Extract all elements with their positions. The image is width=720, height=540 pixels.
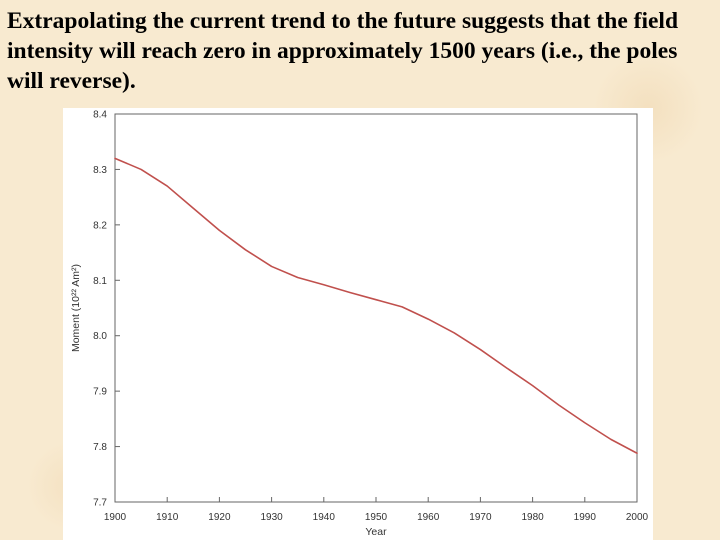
x-axis-label: Year — [365, 526, 387, 538]
y-tick-label: 7.8 — [93, 442, 107, 453]
x-tick-label: 1900 — [104, 512, 127, 523]
x-tick-label: 2000 — [626, 512, 649, 523]
y-tick-label: 8.0 — [93, 331, 107, 342]
x-tick-label: 1950 — [365, 512, 388, 523]
x-tick-label: 1960 — [417, 512, 440, 523]
y-tick-label: 7.7 — [93, 498, 107, 509]
series-line — [114, 157, 638, 455]
y-tick-label: 7.9 — [93, 387, 107, 398]
y-tick-label: 8.4 — [93, 110, 107, 121]
y-tick-label: 8.3 — [93, 165, 107, 176]
y-axis-label: Moment (10²² Am²) — [70, 264, 82, 352]
y-tick-label: 8.1 — [93, 276, 107, 287]
moment-chart: 1900 1910 1920 1930 1940 1950 1960 1970 1980 1990… — [70, 110, 649, 539]
chart-figure: 1900 1910 1920 1930 1940 1950 1960 1970 1980 1990… — [63, 108, 653, 540]
x-tick-label: 1970 — [469, 512, 492, 523]
x-tick-label: 1980 — [521, 512, 544, 523]
plot-frame — [114, 113, 638, 503]
y-tick-label: 8.2 — [93, 220, 107, 231]
x-tick-label: 1920 — [208, 512, 231, 523]
x-tick-label: 1990 — [574, 512, 597, 523]
slide-caption: Extrapolating the current trend to the f… — [7, 8, 679, 94]
x-tick-label: 1910 — [156, 512, 179, 523]
x-tick-label: 1930 — [260, 512, 283, 523]
x-tick-label: 1940 — [313, 512, 336, 523]
